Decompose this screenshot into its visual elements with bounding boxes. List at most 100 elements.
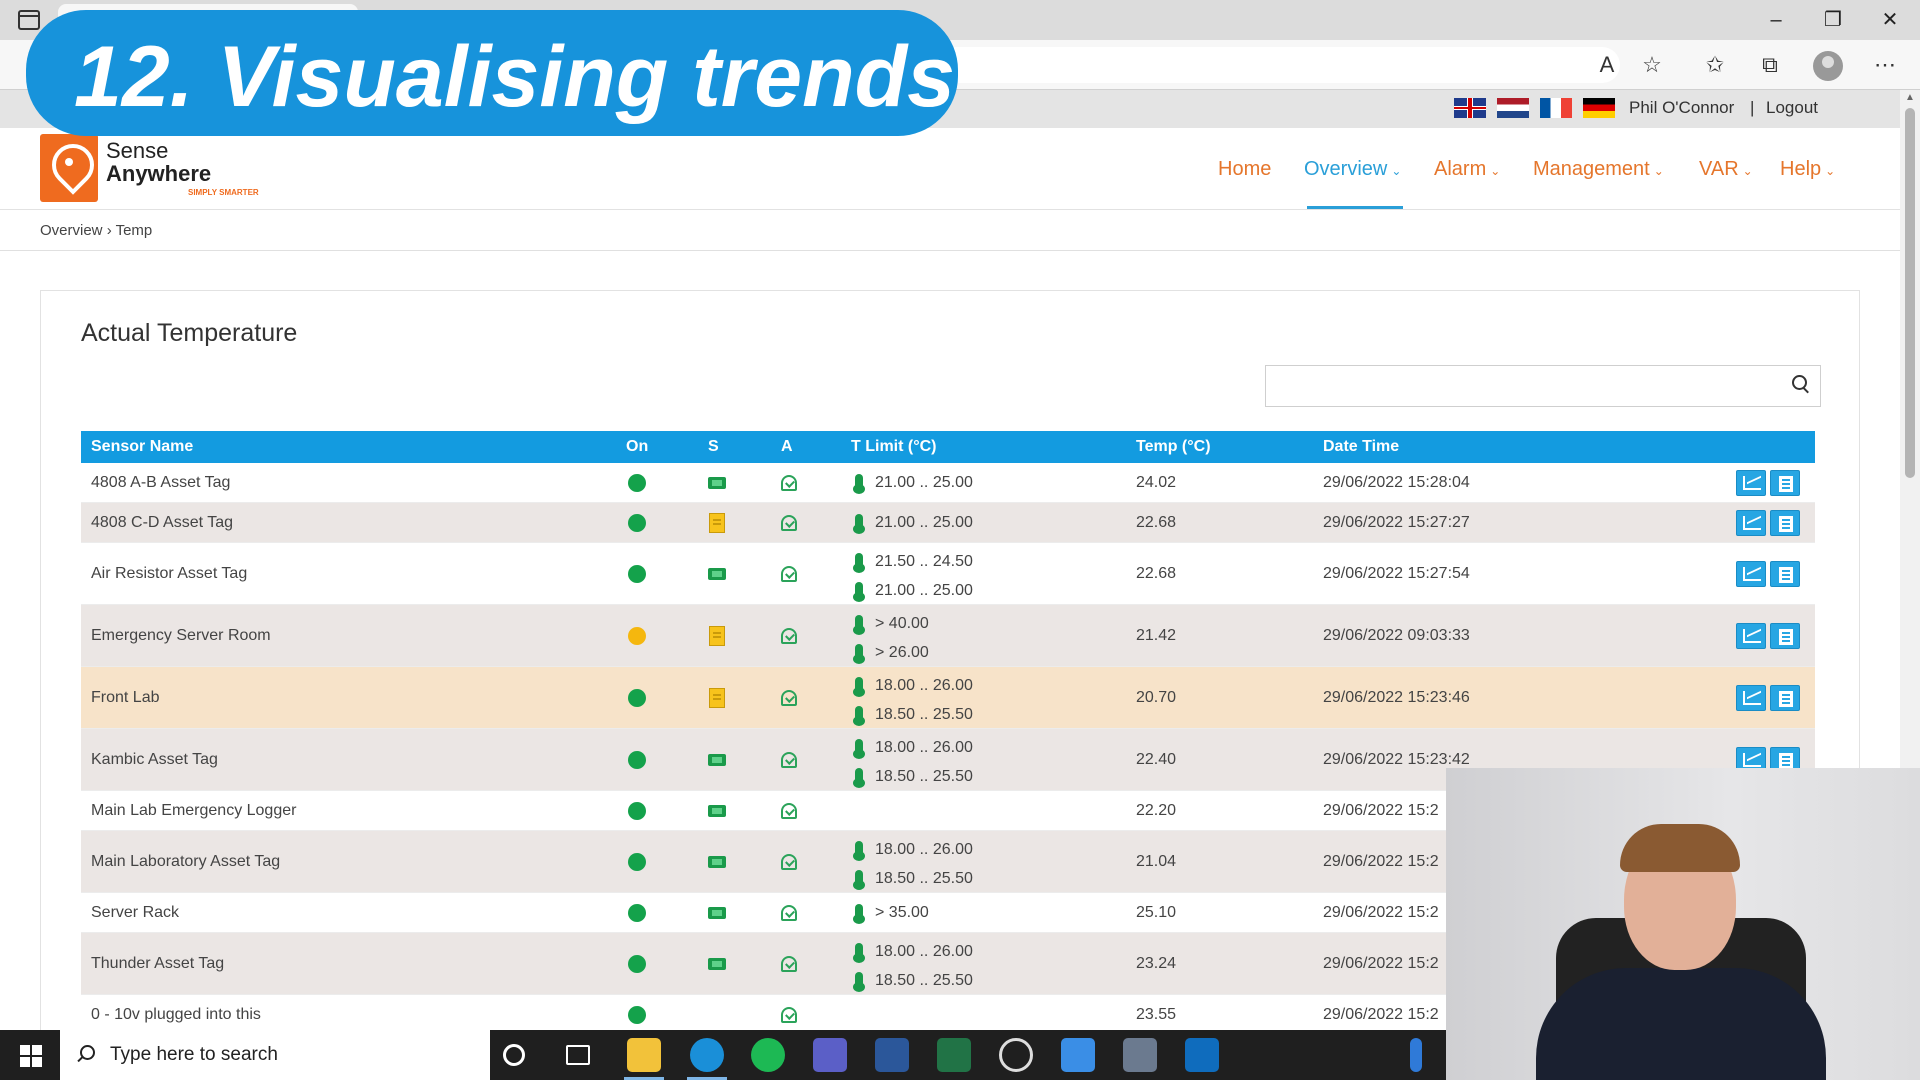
table-row[interactable]: Front Lab 18.00 .. 26.00 18.50 .. 25.50 20.… (81, 667, 1815, 729)
word-icon[interactable] (875, 1038, 909, 1072)
alarm-ok-icon (781, 956, 797, 972)
data-list-button[interactable] (1770, 623, 1800, 649)
sensor-name[interactable]: Front Lab (91, 689, 160, 706)
sensor-name[interactable]: Main Lab Emergency Logger (91, 802, 297, 819)
sensor-name[interactable]: 4808 C-D Asset Tag (91, 514, 234, 531)
thermometer-icon (853, 739, 865, 759)
sensor-name[interactable]: 0 - 10v plugged into this (91, 1006, 261, 1023)
camera-icon[interactable] (1123, 1038, 1157, 1072)
table-row[interactable]: Emergency Server Room > 40.00 > 26.00 21.42… (81, 605, 1815, 667)
chevron-down-icon: ⌄ (1391, 164, 1402, 178)
col-on[interactable]: On (626, 438, 649, 455)
col-date-time[interactable]: Date Time (1323, 438, 1400, 455)
taskbar-search[interactable]: Type here to search (60, 1030, 490, 1080)
flag-uk-icon[interactable] (1454, 98, 1486, 118)
temperature-value: 22.40 (1136, 751, 1177, 768)
more-icon[interactable]: ⋯ (1874, 52, 1896, 77)
col-a[interactable]: A (781, 438, 793, 455)
pen-icon[interactable] (1410, 1038, 1422, 1072)
flag-fr-icon[interactable] (1540, 98, 1572, 118)
sensor-name[interactable]: Emergency Server Room (91, 627, 271, 644)
table-row[interactable]: 4808 A-B Asset Tag 21.00 .. 25.00 24.02 29/… (81, 463, 1815, 503)
flag-de-icon[interactable] (1583, 98, 1615, 118)
nav-var[interactable]: VAR ⌄ (1699, 158, 1753, 180)
col-temp[interactable]: Temp (°C) (1136, 438, 1211, 455)
nav-overview[interactable]: Overview ⌄ (1304, 158, 1402, 180)
flag-nl-icon[interactable] (1497, 98, 1529, 118)
chevron-down-icon: ⌄ (1490, 164, 1501, 178)
minimize-icon[interactable]: – (1770, 9, 1782, 31)
sensor-name[interactable]: 4808 A-B Asset Tag (91, 474, 231, 491)
cortana-icon[interactable] (503, 1044, 525, 1066)
read-aloud-icon[interactable]: A (1599, 52, 1615, 77)
search-icon (76, 1045, 95, 1063)
table-row[interactable]: 4808 C-D Asset Tag 21.00 .. 25.00 22.68 29/… (81, 503, 1815, 543)
table-row[interactable]: Air Resistor Asset Tag 21.50 .. 24.50 21.0… (81, 543, 1815, 605)
temperature-value: 22.68 (1136, 514, 1177, 531)
temperature-value: 22.68 (1136, 565, 1177, 582)
address-bar[interactable] (900, 47, 1620, 83)
sensor-name[interactable]: Kambic Asset Tag (91, 751, 218, 768)
sensor-name[interactable]: Thunder Asset Tag (91, 955, 225, 972)
col-sensor-name[interactable]: Sensor Name (91, 438, 194, 455)
nav-home[interactable]: Home (1218, 158, 1272, 180)
nav-management[interactable]: Management ⌄ (1533, 158, 1664, 180)
thermometer-icon (853, 553, 865, 573)
restore-icon[interactable]: ❐ (1824, 9, 1842, 31)
collections-icon[interactable]: ⧉ (1762, 52, 1778, 77)
thermometer-icon (853, 972, 865, 992)
task-view-icon[interactable] (566, 1045, 590, 1065)
data-list-button[interactable] (1770, 685, 1800, 711)
teams-icon[interactable] (813, 1038, 847, 1072)
col-t-limit[interactable]: T Limit (°C) (851, 438, 937, 455)
photos-icon[interactable] (1061, 1038, 1095, 1072)
logout-link[interactable]: Logout (1766, 98, 1818, 117)
add-favorite-icon[interactable]: ☆ (1642, 52, 1662, 77)
sensor-name[interactable]: Server Rack (91, 904, 180, 921)
sensor-name[interactable]: Air Resistor Asset Tag (91, 565, 248, 582)
excel-icon[interactable] (937, 1038, 971, 1072)
trend-chart-button[interactable] (1736, 623, 1766, 649)
spotify-icon[interactable] (751, 1038, 785, 1072)
outlook-icon[interactable] (1185, 1038, 1219, 1072)
data-list-button[interactable] (1770, 561, 1800, 587)
table-row[interactable]: Kambic Asset Tag 18.00 .. 26.00 18.50 .. 2… (81, 729, 1815, 791)
battery-icon (708, 856, 726, 868)
temperature-value: 23.24 (1136, 955, 1177, 972)
edge-icon[interactable] (690, 1038, 724, 1072)
temperature-limit: 21.00 .. 25.00 (875, 514, 973, 531)
file-explorer-icon[interactable] (627, 1038, 661, 1072)
nav-alarm[interactable]: Alarm ⌄ (1434, 158, 1501, 180)
status-online-dot (628, 751, 646, 769)
temperature-limit: > 26.00 (875, 644, 929, 661)
sensor-name[interactable]: Main Laboratory Asset Tag (91, 853, 281, 870)
data-list-button[interactable] (1770, 510, 1800, 536)
data-list-button[interactable] (1770, 470, 1800, 496)
scrollbar-thumb[interactable] (1905, 108, 1915, 478)
search-icon[interactable] (1792, 375, 1810, 393)
temperature-limit: 18.50 .. 25.50 (875, 706, 973, 723)
trend-chart-button[interactable] (1736, 510, 1766, 536)
nav-help[interactable]: Help ⌄ (1780, 158, 1836, 180)
favorites-icon[interactable]: ✩ (1705, 52, 1725, 77)
line-chart-icon (1743, 476, 1761, 490)
logo-icon[interactable] (40, 134, 98, 202)
breadcrumb-overview[interactable]: Overview (40, 222, 103, 239)
trend-chart-button[interactable] (1736, 685, 1766, 711)
temperature-limit: 21.00 .. 25.00 (875, 474, 973, 491)
search-input[interactable] (1265, 365, 1821, 407)
status-online-dot (628, 802, 646, 820)
windows-start-icon[interactable] (20, 1045, 42, 1067)
tab-actions-icon[interactable] (18, 10, 40, 30)
col-s[interactable]: S (708, 438, 719, 455)
scroll-up-icon[interactable]: ▲ (1905, 92, 1915, 103)
temperature-limit: > 35.00 (875, 904, 929, 921)
close-icon[interactable]: ✕ (1881, 9, 1899, 31)
line-chart-icon (1743, 691, 1761, 705)
profile-icon[interactable] (1813, 51, 1843, 81)
obs-icon[interactable] (999, 1038, 1033, 1072)
alarm-ok-icon (781, 690, 797, 706)
temperature-limit: 18.00 .. 26.00 (875, 841, 973, 858)
trend-chart-button[interactable] (1736, 470, 1766, 496)
trend-chart-button[interactable] (1736, 561, 1766, 587)
